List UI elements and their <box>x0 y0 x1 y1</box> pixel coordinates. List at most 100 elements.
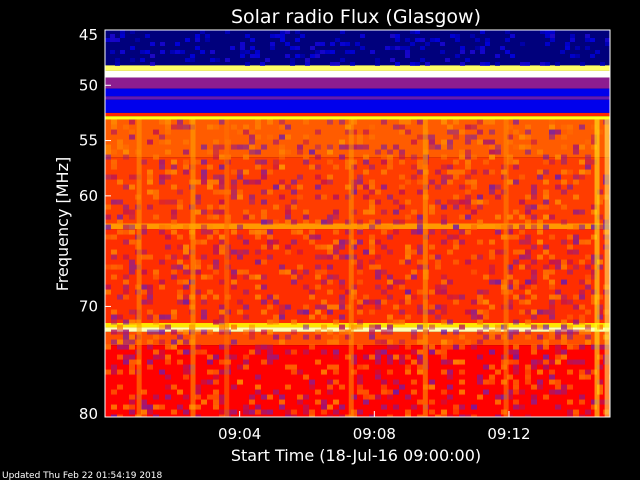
texture-cell <box>417 349 423 355</box>
texture-cell <box>381 329 387 335</box>
texture-cell <box>597 304 603 310</box>
texture-cell <box>381 244 387 250</box>
texture-cell <box>333 274 339 280</box>
texture-cell <box>447 414 453 417</box>
texture-cell <box>465 159 471 165</box>
texture-cell <box>453 329 459 335</box>
texture-cell <box>339 119 345 125</box>
texture-cell <box>549 279 555 285</box>
texture-cell <box>591 299 597 305</box>
texture-cell <box>387 154 393 160</box>
texture-cell <box>219 199 225 205</box>
texture-cell <box>285 184 291 190</box>
texture-cell <box>525 334 531 340</box>
texture-cell <box>513 369 519 375</box>
texture-cell <box>605 42 610 46</box>
texture-cell <box>579 314 585 320</box>
texture-cell <box>507 299 513 305</box>
texture-cell <box>249 349 255 355</box>
texture-cell <box>537 344 543 350</box>
texture-cell <box>453 259 459 265</box>
texture-cell <box>291 189 297 195</box>
texture-cell <box>441 174 447 180</box>
texture-cell <box>280 34 285 38</box>
texture-cell <box>381 144 387 150</box>
texture-cell <box>159 259 165 265</box>
texture-cell <box>165 314 171 320</box>
texture-cell <box>165 344 171 350</box>
texture-cell <box>321 369 327 375</box>
texture-cell <box>507 269 513 275</box>
texture-cell <box>219 359 225 365</box>
texture-cell <box>435 259 441 265</box>
texture-cell <box>561 299 567 305</box>
texture-cell <box>543 309 549 315</box>
texture-cell <box>291 409 297 415</box>
texture-cell <box>387 329 393 335</box>
texture-cell <box>369 244 375 250</box>
texture-cell <box>375 299 381 305</box>
frequency-band <box>105 65 610 71</box>
texture-cell <box>447 344 453 350</box>
texture-cell <box>489 184 495 190</box>
texture-cell <box>447 164 453 170</box>
texture-cell <box>567 409 573 415</box>
texture-cell <box>207 264 213 270</box>
texture-cell <box>183 279 189 285</box>
texture-cell <box>111 264 117 270</box>
texture-cell <box>231 184 237 190</box>
texture-cell <box>531 344 537 350</box>
texture-cell <box>333 349 339 355</box>
texture-cell <box>129 214 135 220</box>
texture-cell <box>441 284 447 290</box>
texture-cell <box>549 159 555 165</box>
texture-cell <box>357 309 363 315</box>
texture-cell <box>567 334 573 340</box>
texture-cell <box>201 329 207 335</box>
texture-cell <box>339 329 345 335</box>
texture-cell <box>111 174 117 180</box>
texture-cell <box>267 119 273 125</box>
texture-cell <box>120 30 125 34</box>
texture-cell <box>579 369 585 375</box>
texture-cell <box>159 284 165 290</box>
texture-cell <box>483 309 489 315</box>
texture-cell <box>213 394 219 400</box>
texture-cell <box>435 304 441 310</box>
texture-cell <box>381 269 387 275</box>
texture-cell <box>453 204 459 210</box>
texture-cell <box>441 204 447 210</box>
texture-cell <box>159 229 165 235</box>
texture-cell <box>351 414 357 417</box>
texture-cell <box>369 394 375 400</box>
texture-cell <box>369 324 375 330</box>
texture-cell <box>363 169 369 175</box>
texture-cell <box>117 339 123 345</box>
texture-cell <box>261 284 267 290</box>
texture-cell <box>255 124 261 130</box>
texture-cell <box>417 214 423 220</box>
texture-cell <box>513 379 519 385</box>
texture-cell <box>441 399 447 405</box>
texture-cell <box>213 229 219 235</box>
texture-cell <box>339 414 345 417</box>
texture-cell <box>585 284 591 290</box>
texture-cell <box>411 154 417 160</box>
texture-cell <box>549 269 555 275</box>
texture-cell <box>591 204 597 210</box>
texture-cell <box>477 129 483 135</box>
texture-cell <box>261 144 267 150</box>
texture-cell <box>201 229 207 235</box>
texture-cell <box>417 264 423 270</box>
texture-cell <box>369 209 375 215</box>
texture-cell <box>429 379 435 385</box>
texture-cell <box>460 46 465 50</box>
texture-cell <box>159 369 165 375</box>
texture-cell <box>585 279 591 285</box>
texture-cell <box>171 124 177 130</box>
texture-cell <box>573 234 579 240</box>
texture-cell <box>291 274 297 280</box>
texture-cell <box>453 134 459 140</box>
texture-cell <box>545 30 550 34</box>
